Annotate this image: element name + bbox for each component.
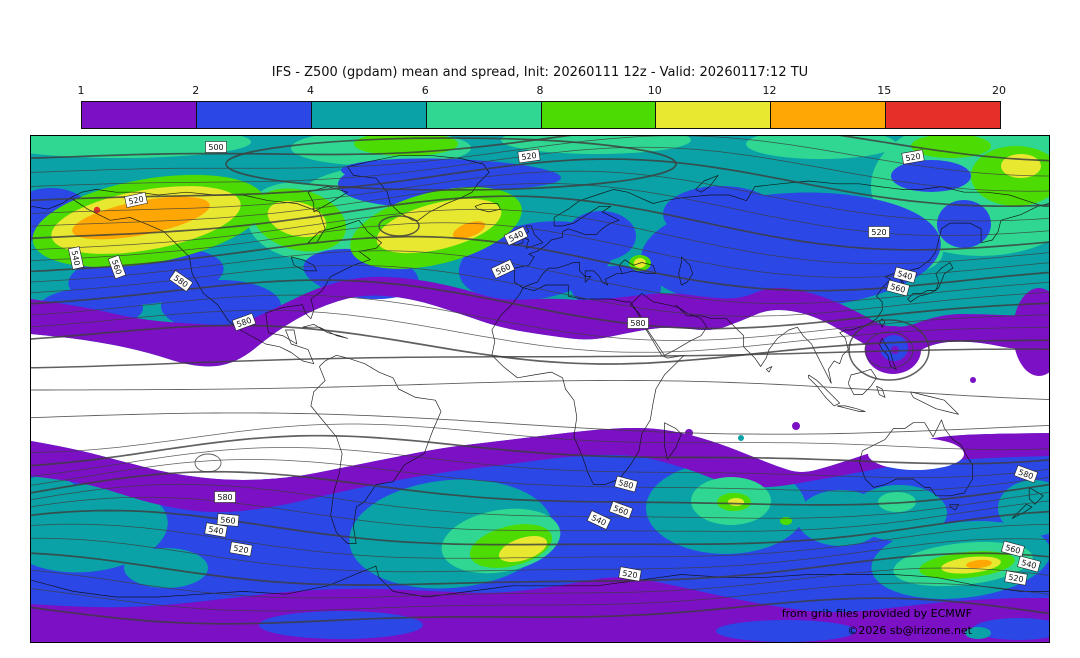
- contour-label: 580: [627, 317, 649, 329]
- contour-label: 560: [490, 259, 516, 279]
- colorbar-tick-label: 8: [536, 84, 544, 97]
- colorbar-segment: [82, 102, 197, 128]
- contour-label: 520: [517, 148, 541, 164]
- colorbar-tick-label: 2: [192, 84, 200, 97]
- contour-label: 540: [204, 522, 228, 538]
- svg-text:540: 540: [896, 269, 913, 282]
- svg-text:520: 520: [233, 544, 250, 556]
- svg-text:560: 560: [220, 515, 236, 525]
- colorbar-segment: [656, 102, 772, 128]
- svg-text:520: 520: [622, 569, 639, 581]
- colorbar-segment: [771, 102, 887, 128]
- colorbar: [81, 101, 1001, 129]
- credits-line1: from grib files provided by ECMWF: [781, 607, 972, 620]
- credits: from grib files provided by ECMWF ©2026 …: [782, 605, 972, 639]
- colorbar-segment: [196, 102, 312, 128]
- svg-text:580: 580: [617, 478, 634, 491]
- contour-label: 540: [1017, 555, 1041, 573]
- contour-label: 540: [586, 510, 612, 530]
- svg-text:500: 500: [208, 143, 223, 152]
- contour-label: 560: [216, 513, 240, 527]
- contour-label: 520: [1004, 570, 1028, 586]
- svg-text:580: 580: [630, 319, 645, 328]
- colorbar-segment: [426, 102, 542, 128]
- contour-label: 540: [893, 266, 917, 284]
- colorbar-segment: [541, 102, 657, 128]
- contour-label: 500: [205, 141, 227, 153]
- contour-label: 560: [107, 254, 127, 280]
- mean-contours: [31, 136, 1049, 625]
- chart-title: IFS - Z500 (gpdam) mean and spread, Init…: [271, 65, 809, 80]
- contour-label: 520: [229, 541, 253, 557]
- contour-label: 580: [231, 312, 257, 332]
- svg-text:540: 540: [1020, 558, 1037, 571]
- contour-label: 520: [868, 226, 890, 238]
- contour-label: 520: [901, 149, 925, 165]
- contour-label: 560: [1001, 540, 1025, 558]
- colorbar-tick-label: 12: [762, 84, 777, 97]
- colorbar-segment: [311, 102, 427, 128]
- colorbar-tick-labels: 1 2 4 6 8 10 12 15 20: [0, 84, 1080, 98]
- spread-shading: [31, 136, 1049, 642]
- contour-label: 560: [886, 279, 910, 297]
- svg-text:520: 520: [128, 194, 145, 206]
- svg-text:580: 580: [217, 493, 232, 502]
- contour-label: 560: [608, 500, 634, 520]
- colorbar-tick-label: 4: [307, 84, 314, 97]
- svg-text:520: 520: [871, 228, 886, 237]
- svg-text:520: 520: [905, 152, 922, 164]
- credits-line2: ©2026 sb@irizone.net: [847, 624, 972, 637]
- svg-text:540: 540: [208, 525, 225, 537]
- svg-text:520: 520: [1008, 573, 1025, 585]
- colorbar-tick-label: 10: [647, 84, 662, 97]
- contour-label: 520: [618, 566, 642, 582]
- map-canvas: 5005205405605805805205405605805205205405…: [31, 136, 1049, 642]
- map-frame: 500 520 540 560 580 580 520 540 560 580 520 520 540 5…: [30, 135, 1050, 643]
- contour-label: 520: [124, 192, 148, 208]
- colorbar-tick-label: 1: [77, 84, 85, 97]
- contour-label: 540: [68, 246, 84, 270]
- colorbar-tick-label: 20: [992, 84, 1006, 97]
- contour-label: 580: [1013, 464, 1039, 484]
- contour-label: 580: [614, 475, 638, 493]
- contour-label: 540: [503, 226, 529, 246]
- svg-text:560: 560: [889, 282, 906, 295]
- colorbar-tick-label: 6: [421, 84, 429, 97]
- svg-text:540: 540: [70, 250, 82, 267]
- contour-label: 580: [214, 491, 236, 503]
- svg-text:520: 520: [521, 151, 537, 162]
- colorbar-tick-label: 15: [877, 84, 892, 97]
- colorbar-segment: [886, 102, 1000, 128]
- svg-text:560: 560: [1004, 543, 1021, 556]
